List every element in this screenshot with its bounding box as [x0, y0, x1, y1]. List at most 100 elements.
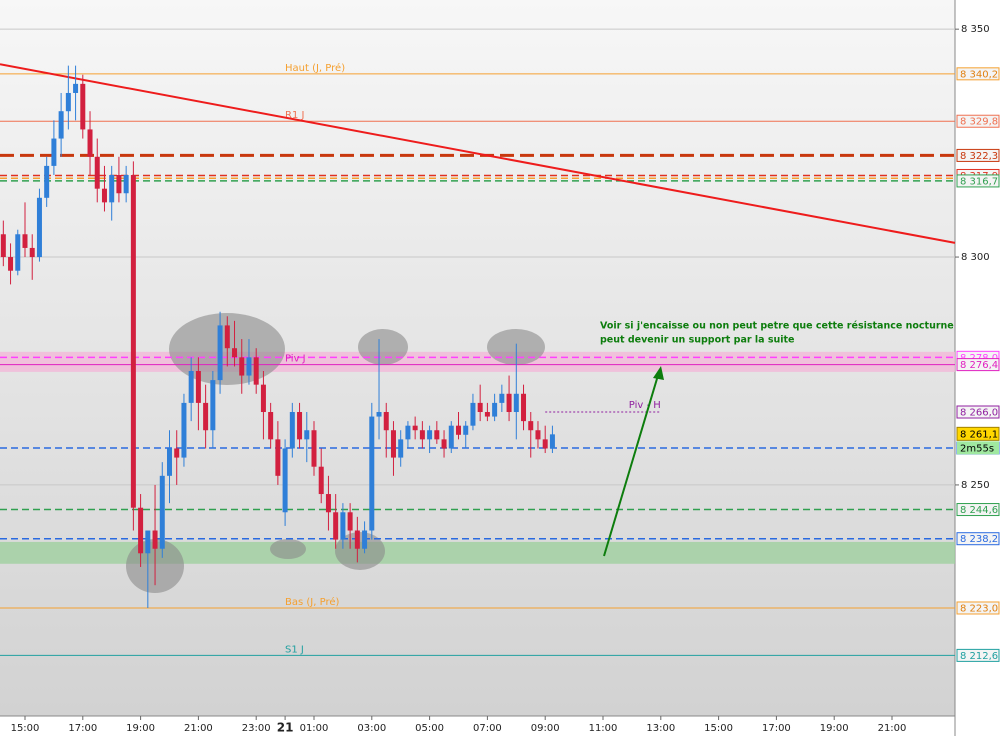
candle-body [376, 412, 382, 417]
candle-body [36, 197, 42, 258]
candle-body [109, 175, 115, 203]
candle-body [521, 393, 527, 422]
candle-body [528, 421, 534, 431]
candle-body [390, 430, 396, 458]
price-label-box [956, 67, 1000, 81]
highlight-ellipse [270, 539, 306, 559]
candle-body [427, 430, 433, 440]
candle-body [325, 494, 331, 513]
candle-body [80, 83, 86, 130]
price-label: 8 340,2 [960, 69, 998, 80]
x-tick-label: 17:00 [68, 723, 97, 734]
candle-body [470, 402, 476, 426]
candle-body [101, 188, 107, 203]
candle-body [73, 83, 79, 93]
candle-body [65, 92, 71, 112]
candle-body [87, 129, 93, 157]
x-tick-label: 01:00 [300, 723, 329, 734]
candle-body [195, 370, 201, 403]
candle-body [130, 175, 136, 508]
candle-body [210, 380, 216, 431]
candle-body [369, 416, 375, 531]
level-name: Piv J [285, 354, 306, 365]
candle-body [311, 430, 317, 467]
candle-body [506, 393, 512, 413]
price-label-box [956, 405, 1000, 419]
highlight-ellipse [335, 532, 385, 570]
candle-body [159, 475, 165, 549]
candle-body [412, 425, 418, 431]
candle-body [484, 412, 490, 417]
level-name: R1 J [285, 110, 304, 121]
x-tick-label: 21:00 [184, 723, 213, 734]
last-price-box [956, 426, 1000, 441]
candle-body [217, 325, 223, 381]
candle-body [441, 439, 447, 449]
price-label: 8 223,0 [960, 603, 998, 614]
price-label-box [956, 174, 1000, 188]
candle-body [347, 512, 353, 531]
x-tick-label: 19:00 [126, 723, 155, 734]
level-name: Haut (J, Pré) [285, 62, 345, 74]
candle-body [51, 138, 57, 166]
timer-box [957, 441, 999, 455]
y-tick-label: 8 300 [961, 252, 990, 263]
candle-body [513, 393, 519, 413]
candle-body [253, 357, 259, 385]
y-tick-label: 8 250 [961, 480, 990, 491]
candle-body [232, 348, 238, 358]
candle-body [188, 370, 194, 403]
x-tick-label: 07:00 [473, 723, 502, 734]
price-label-box [956, 114, 1000, 128]
candle-body [492, 402, 498, 417]
candle-body [362, 530, 368, 549]
candle-body [22, 234, 28, 248]
level-name: Bas (J, Pré) [285, 596, 339, 608]
x-tick-label: 15:00 [704, 723, 733, 734]
price-label: 8 322,3 [960, 151, 998, 162]
candle-body [535, 430, 541, 440]
candle-body [383, 412, 389, 431]
level-name: S1 J [285, 644, 304, 655]
candle-body [166, 448, 172, 476]
level-name: Piv - H [629, 400, 661, 411]
x-tick-label: 13:00 [646, 723, 675, 734]
price-label: 8 244,6 [960, 505, 998, 516]
candle-body [499, 393, 505, 403]
annotation: Voir si j'encaisse ou non peut petre que… [600, 321, 954, 332]
candle-body [174, 448, 180, 458]
candle-body [289, 412, 295, 449]
candle-body [282, 448, 288, 513]
candle-body [434, 430, 440, 440]
candle-body [29, 247, 35, 258]
x-tick-label: 05:00 [415, 723, 444, 734]
candle-body [145, 530, 151, 554]
x-tick-label: 19:00 [820, 723, 849, 734]
candle-body [354, 530, 360, 549]
candle-body [398, 439, 404, 458]
zone [0, 541, 955, 564]
candle-body [260, 384, 266, 413]
candle-body [542, 439, 548, 449]
candle-body [549, 434, 555, 449]
y-tick-label: 8 350 [961, 24, 990, 35]
candle-body [224, 325, 230, 349]
candle-body [318, 466, 324, 495]
candle-body [304, 430, 310, 440]
price-label: 8 266,0 [960, 408, 998, 419]
last-price: 8 261,1 [960, 429, 998, 440]
zone [0, 351, 955, 372]
candle-body [44, 165, 50, 198]
price-label: 8 238,2 [960, 534, 998, 545]
candle-body [152, 530, 158, 549]
candle-body [8, 257, 14, 271]
price-label: 8 316,7 [960, 176, 998, 187]
candle-body [94, 156, 100, 189]
candle-body [340, 512, 346, 540]
candle-body [333, 512, 339, 540]
candle-body [405, 425, 411, 440]
candle-body [463, 425, 469, 435]
x-tick-label: 11:00 [589, 723, 618, 734]
candle-body [275, 439, 281, 476]
x-tick-label: 23:00 [242, 723, 271, 734]
